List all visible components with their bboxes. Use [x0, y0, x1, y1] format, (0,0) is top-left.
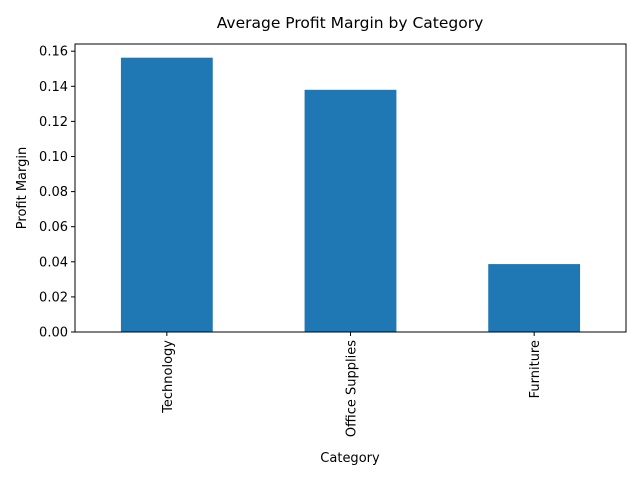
y-tick-label: 0.08 — [39, 185, 68, 200]
x-tick-label: Technology — [161, 340, 176, 414]
plot-frame — [74, 43, 627, 333]
x-tick-label: Office Supplies — [345, 340, 360, 437]
y-axis-label: Profit Margin — [15, 147, 30, 229]
y-tick-label: 0.02 — [39, 290, 68, 305]
bars-group — [120, 57, 581, 332]
bar-furniture — [488, 264, 581, 332]
x-axis-ticks: Technology Office Supplies Furniture — [161, 332, 543, 437]
x-tick-label: Furniture — [528, 340, 543, 398]
y-axis-ticks: 0.00 0.02 0.04 0.06 0.08 0.10 0.12 0.14 0.16 — [39, 45, 75, 341]
y-tick-label: 0.00 — [39, 326, 68, 341]
y-tick-label: 0.06 — [39, 220, 68, 235]
y-tick-label: 0.14 — [39, 80, 68, 95]
bar-technology — [120, 57, 213, 332]
y-tick-label: 0.12 — [39, 115, 68, 130]
y-tick-label: 0.04 — [39, 255, 68, 270]
y-tick-label: 0.10 — [39, 150, 68, 165]
y-tick-label: 0.16 — [39, 45, 68, 60]
bar-office-supplies — [304, 89, 397, 332]
chart-title: Average Profit Margin by Category — [217, 14, 484, 32]
x-axis-label: Category — [320, 451, 380, 466]
